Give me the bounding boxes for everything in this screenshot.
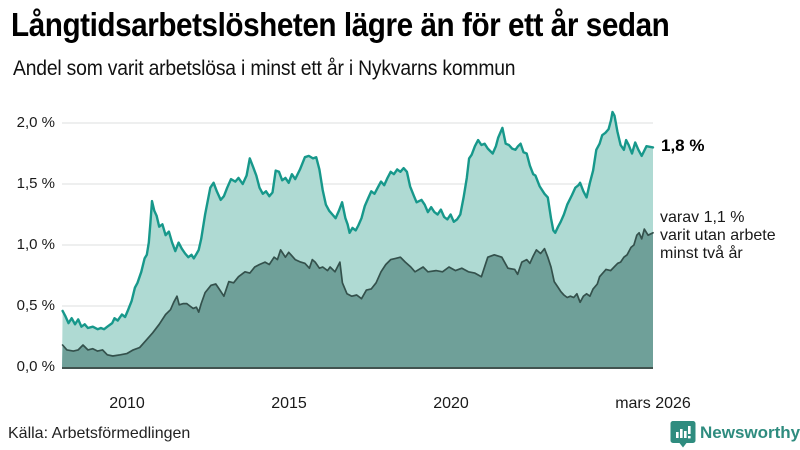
- x-axis-tick-label: mars 2026: [615, 395, 691, 412]
- secondary-series-label-line: varit utan arbete: [660, 227, 776, 244]
- line-series-1: [61, 228, 654, 357]
- y-axis-tick-label: 0,5 %: [16, 297, 55, 314]
- x-axis-tick-label: 2010: [109, 395, 145, 412]
- line-series-0: [61, 110, 655, 331]
- series-end-value-label: 1,8 %: [661, 136, 705, 155]
- y-axis-tick-label: 2,0 %: [16, 114, 55, 131]
- y-axis-tick-label: 0,0 %: [16, 358, 55, 375]
- x-axis-tick-label: 2015: [271, 395, 307, 412]
- page-title: Långtidsarbetslösheten lägre än för ett …: [11, 6, 670, 43]
- newsworthy-logo: Newsworthy: [670, 420, 800, 448]
- newsworthy-barchart-pin-icon: [670, 421, 696, 448]
- source-note: Källa: Arbetsförmedlingen: [8, 425, 191, 442]
- secondary-series-label-line: varav 1,1 %: [660, 209, 745, 226]
- newsworthy-wordmark: Newsworthy: [700, 423, 800, 442]
- secondary-series-label: varav 1,1 % varit utan arbete minst två …: [660, 209, 776, 263]
- y-axis-tick-label: 1,5 %: [16, 175, 55, 192]
- page-subtitle: Andel som varit arbetslösa i minst ett å…: [13, 57, 516, 80]
- x-axis-tick-label: 2020: [433, 395, 469, 412]
- y-axis-tick-label: 1,0 %: [16, 236, 55, 253]
- secondary-series-label-line: minst två år: [660, 245, 743, 262]
